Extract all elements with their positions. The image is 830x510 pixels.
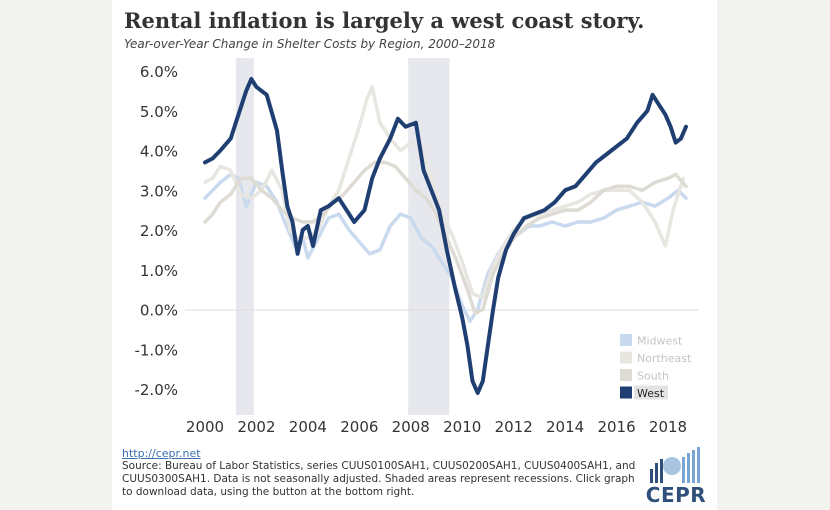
legend-label-northeast[interactable]: Northeast (637, 352, 692, 365)
y-tick-label: 1.0% (140, 262, 178, 280)
x-tick-label: 2010 (443, 418, 481, 436)
x-tick-label: 2008 (392, 418, 430, 436)
legend-highlight (634, 385, 668, 400)
chart-title: Rental inflation is largely a west coast… (124, 8, 645, 33)
legend[interactable]: Midwest Northeast South West (620, 334, 692, 400)
legend-swatch-south[interactable] (620, 369, 632, 381)
x-tick-label: 2014 (546, 418, 584, 436)
x-tick-label: 2000 (186, 418, 224, 436)
legend-label-south[interactable]: South (637, 370, 669, 383)
x-tick-label: 2002 (237, 418, 275, 436)
series-line-west[interactable] (203, 77, 688, 395)
legend-swatch-midwest[interactable] (620, 334, 632, 346)
x-tick-label: 2004 (289, 418, 327, 436)
y-tick-label: 3.0% (140, 182, 178, 200)
cepr-logo-text: CEPR (645, 483, 707, 507)
cepr-link[interactable]: http://cepr.net (122, 447, 201, 460)
y-tick-label: -2.0% (134, 381, 178, 399)
x-tick-label: 2012 (495, 418, 533, 436)
series-line-south[interactable] (203, 160, 688, 316)
y-tick-label: -1.0% (134, 341, 178, 359)
x-tick-label: 2016 (597, 418, 635, 436)
x-tick-label: 2006 (340, 418, 378, 436)
source-note: Source: Bureau of Labor Statistics, seri… (122, 460, 636, 498)
cepr-logo[interactable]: CEPR (644, 447, 708, 507)
chart-subtitle: Year-over-Year Change in Shelter Costs b… (124, 37, 496, 51)
x-tick-label: 2018 (649, 418, 687, 436)
y-tick-label: 5.0% (140, 103, 178, 121)
y-tick-label: 6.0% (140, 63, 178, 81)
legend-label-west[interactable]: West (637, 387, 665, 400)
legend-swatch-northeast[interactable] (620, 351, 632, 364)
y-tick-label: 2.0% (140, 222, 178, 240)
legend-swatch-west[interactable] (620, 386, 632, 399)
cepr-logo-bars-icon (650, 447, 700, 483)
y-tick-label: 0.0% (140, 302, 178, 320)
y-tick-label: 4.0% (140, 143, 178, 161)
legend-label-midwest[interactable]: Midwest (637, 335, 683, 348)
recession-band (235, 58, 254, 415)
